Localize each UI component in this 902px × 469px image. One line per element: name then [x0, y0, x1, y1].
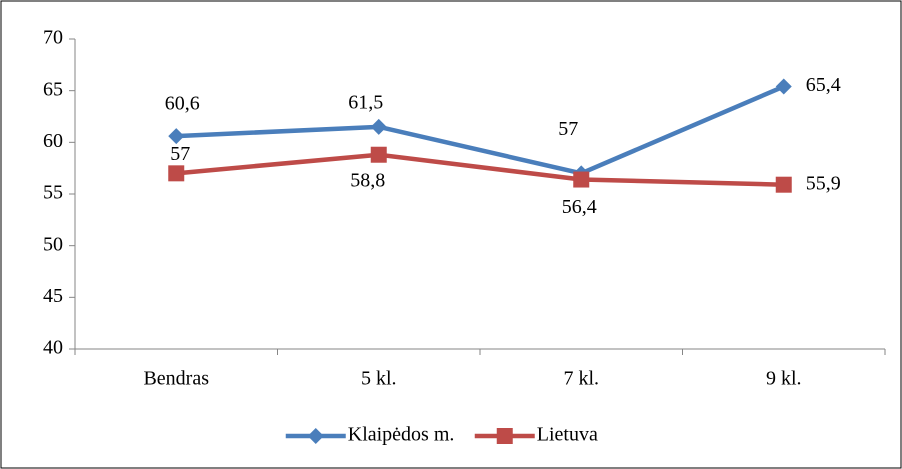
data-label: 57: [170, 143, 190, 165]
y-tick-label: 70: [43, 27, 63, 49]
y-tick-label: 60: [43, 130, 63, 152]
data-point: [168, 165, 185, 182]
data-label: 60,6: [165, 93, 200, 115]
x-tick-label: 9 kl.: [766, 368, 802, 390]
y-tick-label: 65: [43, 78, 63, 100]
data-label: 55,9: [806, 172, 841, 194]
y-tick-label: 40: [43, 337, 63, 359]
data-point: [775, 78, 792, 95]
data-point: [168, 128, 185, 145]
y-tick-label: 55: [43, 182, 63, 204]
data-label: 56,4: [562, 196, 597, 218]
legend-marker: [496, 428, 513, 444]
legend-label: Lietuva: [537, 424, 598, 446]
data-label: 57: [558, 118, 578, 140]
x-tick-label: 5 kl.: [361, 368, 397, 390]
x-tick-label: 7 kl.: [563, 368, 599, 390]
data-point: [370, 146, 387, 163]
data-label: 58,8: [350, 169, 385, 191]
data-label: 65,4: [806, 74, 841, 96]
legend-label: Klaipėdos m.: [348, 424, 455, 446]
data-point: [573, 171, 590, 188]
series-line: [176, 152, 784, 187]
legend-marker: [307, 428, 324, 444]
data-point: [775, 176, 792, 193]
data-point: [370, 118, 387, 135]
data-label: 61,5: [348, 91, 383, 113]
y-tick-label: 45: [43, 285, 63, 307]
y-tick-label: 50: [43, 233, 63, 255]
x-tick-label: Bendras: [143, 368, 209, 390]
series-line: [176, 84, 785, 176]
